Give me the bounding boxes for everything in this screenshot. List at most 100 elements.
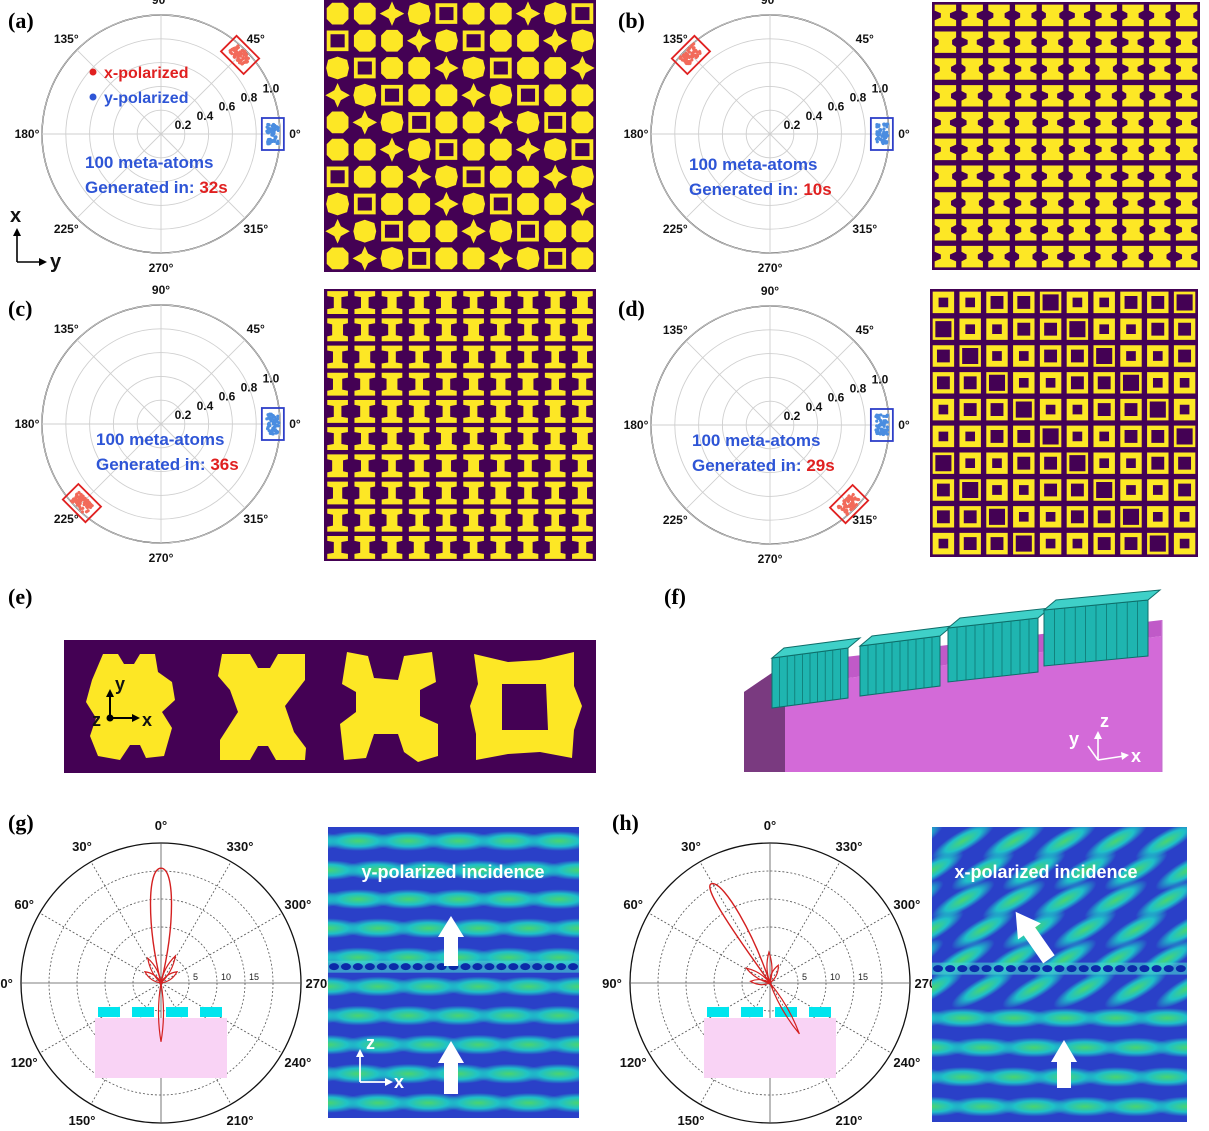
meta-atom-cell (381, 220, 403, 242)
meta-atom-cell (986, 479, 1008, 501)
side-lobe (749, 978, 772, 986)
x-polarized-cluster-point (851, 506, 855, 510)
meta-atom-cell (1041, 111, 1064, 134)
x-polarized-cluster-point (78, 505, 82, 509)
meta-atom-cell (1041, 85, 1064, 107)
meta-atom-cell (1015, 165, 1037, 187)
field-lobe (523, 1063, 579, 1084)
meta-atom-cell (1093, 452, 1115, 474)
meta-atom-cell (517, 291, 539, 315)
meta-atom-cell (1093, 372, 1115, 394)
meta-atom-cell (1039, 318, 1062, 340)
field-lobe (342, 860, 415, 881)
meta-atom-e2 (218, 654, 306, 760)
x-polarized-cluster (219, 34, 261, 76)
meta-atom-cell (1120, 291, 1142, 314)
meta-atom-cell (1147, 345, 1169, 367)
meta-atom-cell (379, 137, 405, 162)
y-polarized-cluster-point (885, 425, 890, 429)
polar-angle-label: 225° (54, 512, 79, 526)
x-polarized-cluster-point (681, 53, 686, 57)
meta-atom-cell (959, 291, 981, 314)
polar-grid-spoke (160, 133, 246, 219)
meta-atom-cell (1120, 479, 1142, 501)
meta-atom-cell (961, 245, 983, 268)
field-lobe (998, 1096, 1070, 1117)
meta-atom-cell (1066, 425, 1089, 448)
meta-atom-cell (435, 84, 458, 107)
field-lobe (523, 889, 579, 910)
meta-atom-cell (544, 318, 566, 342)
meta-atom-cell (1013, 398, 1035, 421)
meta-atom-cell (489, 219, 513, 243)
legend: x-polarized y-polarized (89, 65, 188, 107)
field-lobe (998, 1037, 1070, 1058)
meta-atom-cell (932, 425, 955, 448)
meta-atom-cell (988, 245, 1010, 268)
meta-atom-cell (1039, 345, 1062, 367)
field-lobe (1033, 827, 1097, 861)
meta-atom-cell (544, 345, 566, 369)
meta-atom-cell (381, 165, 403, 188)
polar-radial-label: 0.8 (850, 91, 867, 105)
meta-atom-cell (988, 219, 1010, 241)
meta-atom-cell (516, 246, 540, 270)
meta-atom-cell (354, 454, 376, 478)
meta-atom-cell (934, 4, 957, 27)
substrate-front (744, 636, 1162, 772)
meta-atom-cell (490, 291, 512, 315)
x-polarized-cluster-point (76, 498, 80, 502)
polar-angle-label: 270° (149, 261, 174, 275)
panel-label-g: (g) (8, 810, 34, 835)
meta-atom-cell (354, 318, 376, 342)
x-polarized-cluster-point (79, 492, 83, 497)
field-lobe (1002, 850, 1066, 891)
polar-plot-c: 90° 45° 0° 315° 270° 225° 180° 135° 0.2 0.4 0.6 0.8… (15, 283, 301, 565)
meta-atom-cell (1122, 138, 1144, 161)
polar-grid-spoke (685, 424, 771, 510)
x-polarized-cluster-point (687, 55, 691, 60)
meta-atom-cell (959, 318, 981, 340)
farfield-angle-label: 270° (306, 976, 333, 991)
meta-atom-cell (1147, 479, 1169, 501)
meta-atom-cell (381, 535, 403, 559)
meta-atom-cell (1095, 219, 1117, 241)
meta-atom-cell (517, 165, 539, 188)
field-lobe (932, 850, 964, 891)
arrow-up-icon (438, 916, 464, 966)
meta-atom-cell (354, 399, 376, 423)
farfield-angle-label: 150° (69, 1113, 96, 1128)
field-interface-node (1151, 965, 1162, 973)
meta-atom-cell (515, 1, 541, 26)
meta-atom-cell (462, 138, 485, 161)
x-polarized-cluster-point (241, 56, 245, 60)
field-lobe (442, 1034, 515, 1055)
y-polarized-cluster-point (271, 427, 275, 431)
y-polarized-cluster-point (265, 125, 269, 129)
field-map-h-title: x-polarized incidence (954, 862, 1137, 882)
meta-atom-grid-c (324, 289, 596, 561)
x-polarized-cluster-point (850, 497, 854, 502)
meta-atom-cell (1175, 58, 1198, 80)
y-polarized-cluster-point (879, 413, 883, 417)
meta-atom-cell (1149, 4, 1171, 27)
polar-radial-label: 1.0 (872, 372, 889, 386)
farfield-angle-label: 240° (284, 1055, 311, 1070)
arrow-up-icon (1051, 1040, 1077, 1088)
meta-atom-cell (544, 535, 566, 559)
x-polarized-cluster-point (236, 44, 240, 48)
field-interface-node (352, 963, 363, 971)
f-axis-x: x (1131, 746, 1141, 766)
x-polarized-cluster-point (836, 504, 841, 509)
meta-atom-cell (961, 31, 983, 53)
farfield-radial-label: 5 (193, 972, 198, 982)
meta-atom-cell (436, 291, 457, 315)
meta-atom-cell (986, 372, 1008, 394)
meta-atom-cell (544, 372, 566, 396)
meta-atom-cell (326, 247, 349, 270)
meta-atom-cell (1147, 452, 1169, 474)
meta-atom-cell (463, 535, 484, 559)
field-map-g: y-polarized incidence z x (328, 827, 579, 1118)
meta-atom-e1 (86, 654, 175, 760)
